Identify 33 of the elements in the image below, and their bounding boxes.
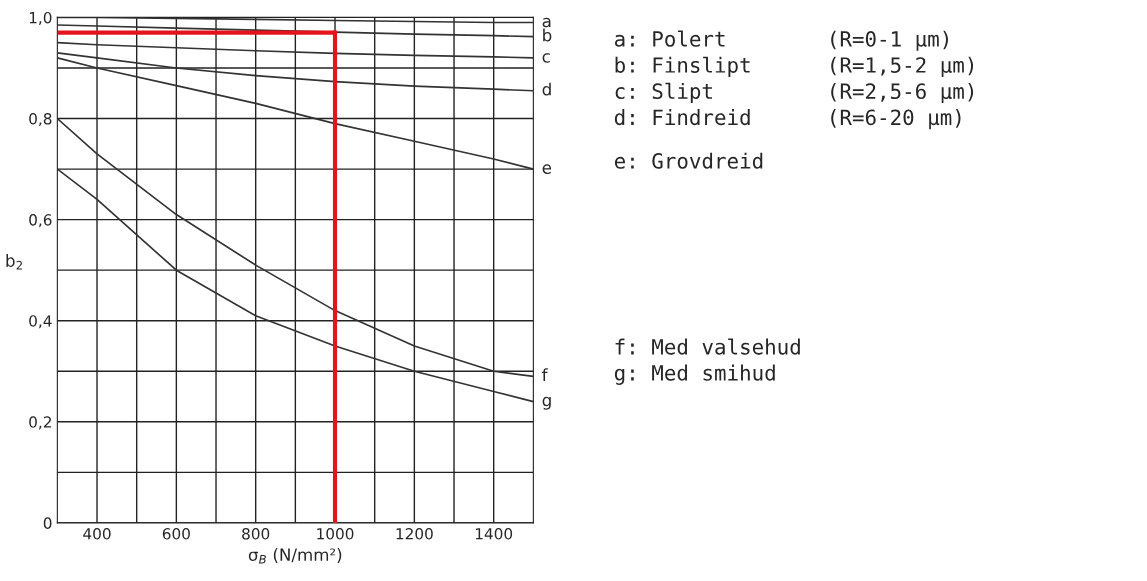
line-series <box>57 117 534 378</box>
series-label: e <box>542 164 552 174</box>
line-series <box>57 57 534 170</box>
x-tick-label: 600 <box>162 528 190 540</box>
line-series <box>57 51 534 92</box>
text: b: Finslipt (R=1,5-2 µm) <box>615 56 974 77</box>
series-label: a <box>542 17 551 28</box>
x-tick-label: 400 <box>83 528 111 540</box>
text: g: Med smihud <box>614 364 775 385</box>
text: f: Med valsehud <box>615 338 800 355</box>
x-tick-label: 800 <box>242 528 270 540</box>
series-label: g <box>542 396 551 410</box>
series-label: d <box>542 82 551 96</box>
x-tick-label: 1000 <box>317 528 354 540</box>
text: a: Polert (R=0-1 µm) <box>615 30 948 51</box>
series-label: f <box>542 368 548 381</box>
y-tick-label: 0 <box>43 517 52 529</box>
y-tick-label: 0,6 <box>29 214 52 228</box>
x-tick-label: 1200 <box>396 528 433 540</box>
text: e: Grovdreid <box>614 152 763 169</box>
line-series <box>57 168 534 403</box>
y-tick-label: 1,0 <box>29 11 52 26</box>
y-axis-title: b$_{2}$ <box>6 254 22 270</box>
series-label: b <box>543 28 552 42</box>
y-tick-label: 0,2 <box>29 416 51 430</box>
y-tick-label: 0,8 <box>29 112 52 127</box>
x-axis-title: σ$_{B}$ (N/mm²) <box>248 548 342 564</box>
text: c: Slipt (R=2,5-6 µm) <box>615 82 974 104</box>
y-tick-label: 0,4 <box>29 315 52 329</box>
text: d: Findreid (R=6-20 µm) <box>614 109 961 130</box>
series-label: c <box>542 53 550 63</box>
x-tick-label: 1400 <box>475 528 513 540</box>
line-series <box>57 41 534 59</box>
